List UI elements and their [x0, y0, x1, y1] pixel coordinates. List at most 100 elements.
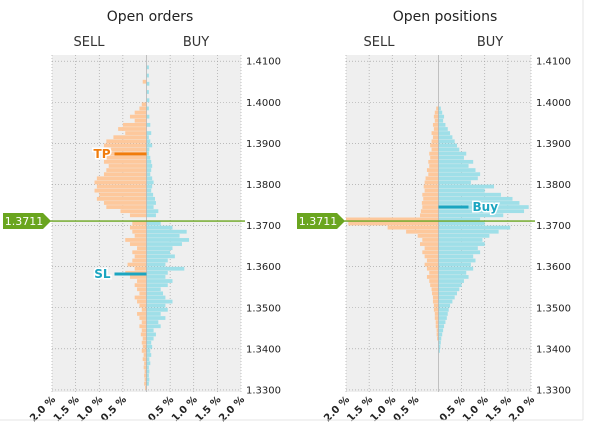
buy-bar: [146, 188, 152, 193]
sell-bar: [145, 385, 147, 390]
buy-bar: [438, 283, 462, 288]
buy-bar: [438, 196, 513, 201]
buy-bar: [146, 164, 153, 168]
sell-bar: [433, 127, 439, 131]
sell-bar: [129, 114, 147, 119]
buy-bar: [146, 135, 149, 140]
sell-bar: [430, 283, 439, 288]
buy-bar: [438, 184, 494, 189]
sell-bar: [99, 192, 147, 197]
sell-bar: [134, 266, 147, 271]
buy-bar: [438, 139, 455, 144]
buy-bar: [438, 233, 490, 238]
y-tick-label: 1.3800: [536, 180, 571, 191]
sell-bar: [134, 118, 147, 123]
buy-bar: [146, 221, 161, 226]
y-tick-label: 1.4100: [246, 57, 281, 68]
sell-bar: [101, 155, 147, 160]
buy-label: BUY: [477, 35, 503, 50]
sell-bar: [425, 176, 439, 181]
sell-bar: [111, 147, 147, 152]
y-tick-label: 1.4100: [536, 57, 571, 68]
sell-bar: [129, 242, 147, 246]
buy-bar: [146, 254, 175, 259]
sell-bar: [424, 254, 439, 259]
sell-bar: [420, 242, 439, 246]
buy-bar: [146, 201, 156, 205]
sell-bar: [96, 176, 147, 181]
buy-bar: [438, 176, 478, 181]
sell-bar: [417, 233, 439, 238]
buy-bar: [146, 365, 149, 370]
buy-bar: [146, 299, 173, 304]
chart-title: Open orders: [107, 9, 193, 25]
buy-bar: [438, 307, 449, 312]
buy-bar: [438, 291, 457, 296]
sell-bar: [144, 361, 147, 366]
y-tick-label: 1.3400: [246, 344, 281, 355]
sell-bar: [127, 262, 147, 267]
sell-bar: [132, 250, 147, 255]
buy-bar: [146, 114, 150, 119]
buy-label: BUY: [183, 35, 209, 50]
buy-bar: [438, 287, 460, 292]
buy-bar: [146, 361, 151, 366]
buy-bar: [146, 246, 173, 251]
sell-bar: [437, 336, 439, 341]
buy-bar: [438, 127, 448, 131]
sell-bar: [132, 221, 147, 226]
sell-bar: [429, 279, 439, 283]
sell-bar: [424, 188, 439, 193]
buy-bar: [438, 155, 464, 160]
buy-bar: [438, 299, 453, 304]
sell-bar: [139, 106, 147, 111]
buy-bar: [438, 192, 501, 197]
buy-bar: [146, 320, 159, 325]
current-price-tag: [3, 213, 51, 230]
sell-bar: [432, 295, 439, 300]
sell-bar: [125, 238, 147, 242]
sell-bar: [429, 164, 439, 168]
buy-bar: [438, 295, 455, 300]
buy-bar: [146, 307, 168, 312]
sell-bar: [134, 110, 147, 115]
sell-bar: [421, 201, 439, 205]
sell-bar: [108, 164, 147, 168]
buy-bar: [146, 377, 150, 382]
buy-bar: [146, 324, 161, 329]
sell-bar: [137, 299, 147, 304]
buy-bar: [438, 168, 476, 172]
sell-bar: [106, 139, 147, 144]
buy-bar: [146, 373, 149, 378]
buy-bar: [146, 176, 153, 181]
sell-bar: [137, 287, 147, 292]
buy-bar: [438, 201, 520, 205]
buy-bar: [438, 217, 481, 222]
sell-bar: [431, 131, 439, 135]
sell-bar: [137, 279, 147, 283]
sell-bar: [431, 287, 439, 292]
sell-bar: [431, 147, 439, 152]
buy-bar: [438, 349, 440, 353]
sell-bar: [142, 79, 147, 84]
buy-bar: [438, 328, 444, 333]
buy-bar: [438, 344, 441, 349]
y-tick-label: 1.3700: [536, 221, 571, 232]
sell-bar: [348, 221, 439, 226]
buy-bar: [146, 353, 152, 357]
sell-bar: [103, 159, 147, 164]
sell-bar: [103, 172, 147, 177]
current-price-tag: [297, 213, 345, 230]
buy-bar: [438, 336, 442, 341]
y-tick-label: 1.3700: [246, 221, 281, 232]
sell-bar: [431, 139, 439, 144]
buy-bar: [438, 110, 443, 115]
buy-bar: [146, 316, 166, 320]
buy-bar: [146, 357, 150, 362]
sell-bar: [129, 275, 147, 279]
sell-bar: [424, 246, 439, 251]
sell-bar: [430, 143, 439, 148]
sell-bar: [142, 357, 147, 362]
buy-bar: [146, 258, 168, 263]
